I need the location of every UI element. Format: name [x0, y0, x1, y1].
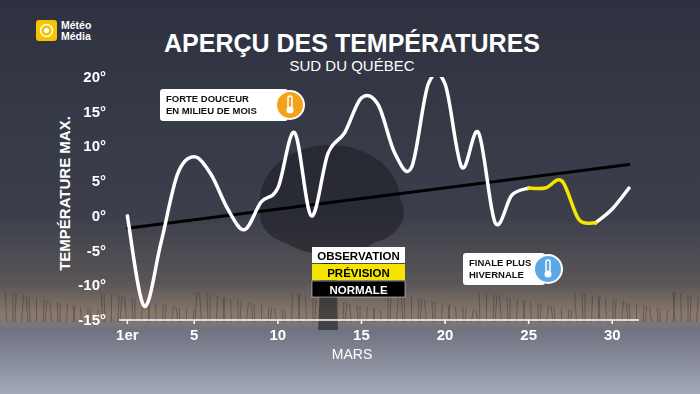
y-tick-label: 0° [92, 207, 106, 224]
y-tick [108, 250, 112, 251]
x-tick-label: 5 [190, 326, 198, 343]
y-tick [108, 146, 112, 147]
x-tick-label: 15 [353, 326, 370, 343]
legend-label: OBSERVATION [317, 250, 399, 262]
x-tick [444, 320, 446, 324]
legend-swatch [312, 247, 405, 263]
legend-label: NORMALE [329, 284, 387, 296]
x-tick [361, 320, 363, 324]
legend-swatch [312, 281, 405, 297]
series-line [127, 77, 629, 306]
y-tick-label: 5° [92, 172, 106, 189]
logo-text: Média [61, 30, 91, 42]
y-tick-label: 20° [83, 68, 106, 85]
subtitle: SUD DU QUÉBEC [289, 57, 414, 74]
x-axis-label: MARS [332, 346, 372, 362]
annotation-text: EN MILIEU DE MOIS [166, 105, 257, 116]
x-axis-line [119, 319, 639, 321]
annotation [160, 89, 304, 121]
tree-silhouette [0, 145, 699, 330]
annotation-text: HIVERNALE [469, 269, 524, 280]
x-tick-label: 1er [116, 326, 139, 343]
x-tick-label: 25 [520, 326, 537, 343]
chart: MétéoMédiaAPERÇU DES TEMPÉRATURESSUD DU … [0, 0, 700, 394]
series-line [127, 164, 629, 228]
y-tick-label: -5° [87, 242, 106, 259]
x-tick-label: 30 [604, 326, 621, 343]
annotation-text: FORTE DOUCEUR [166, 93, 249, 104]
annotation [463, 253, 562, 285]
y-tick [108, 181, 112, 182]
y-tick [108, 215, 112, 216]
x-tick [277, 320, 279, 324]
x-tick [127, 320, 129, 324]
title: APERÇU DES TEMPÉRATURES [164, 29, 540, 57]
y-tick-label: 10° [83, 137, 106, 154]
y-tick-label: -10° [78, 276, 106, 293]
x-tick [528, 320, 530, 324]
x-tick [611, 320, 613, 324]
annotation-text: FINALE PLUS [469, 257, 531, 268]
y-tick-label: -15° [78, 311, 106, 328]
y-tick [108, 77, 112, 78]
x-tick-label: 20 [437, 326, 454, 343]
legend-swatch [312, 264, 405, 280]
y-axis-label: TEMPÉRATURE MAX. [56, 116, 73, 271]
y-tick-label: 15° [83, 103, 106, 120]
y-tick [108, 320, 112, 321]
plot-area [127, 77, 629, 306]
y-tick [108, 111, 112, 112]
series-line [529, 180, 596, 224]
background [0, 0, 700, 394]
legend-label: PRÉVISION [327, 267, 390, 279]
logo [36, 20, 57, 41]
x-tick-label: 10 [269, 326, 286, 343]
y-tick [108, 285, 112, 286]
x-tick [193, 320, 195, 324]
